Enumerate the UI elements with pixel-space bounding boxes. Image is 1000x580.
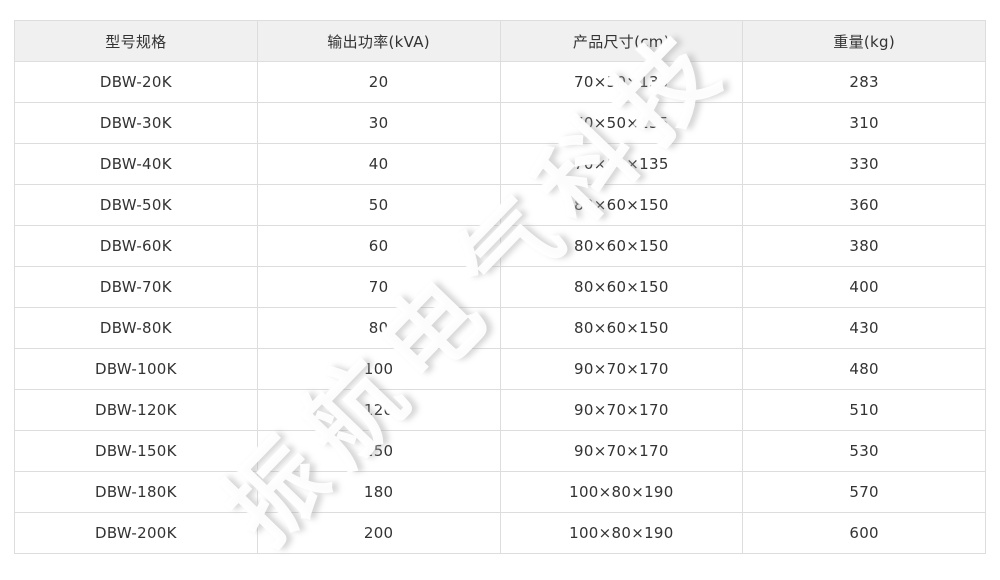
table-cell: 310 [742,102,986,144]
table-cell: 600 [742,512,986,554]
table-cell: DBW-180K [14,471,258,513]
table-cell: 80×60×150 [499,225,744,267]
table-cell: DBW-70K [14,266,258,308]
col-header-power: 输出功率(kVA) [256,20,501,62]
table-cell: 200 [256,512,501,554]
table-cell: DBW-120K [14,389,258,431]
col-header-weight: 重量(kg) [742,20,986,62]
table-cell: 283 [742,61,986,103]
table-cell: 80×60×150 [499,307,744,349]
table-cell: DBW-80K [14,307,258,349]
header-row: 型号规格 输出功率(kVA) 产品尺寸(cm) 重量(kg) [14,20,986,62]
table-cell: 150 [256,430,501,472]
table-cell: 430 [742,307,986,349]
table-row: DBW-180K 180 100×80×190 570 [14,471,986,513]
table-cell: DBW-100K [14,348,258,390]
table-cell: 100×80×190 [499,512,744,554]
table-cell: DBW-30K [14,102,258,144]
spec-table: 型号规格 输出功率(kVA) 产品尺寸(cm) 重量(kg) DBW-20K 20… [14,20,986,554]
table-cell: DBW-200K [14,512,258,554]
table-cell: 70×50×135 [499,143,744,185]
table-row: DBW-60K 60 80×60×150 380 [14,225,986,267]
table-cell: 90×70×170 [499,430,744,472]
table-cell: 70 [256,266,501,308]
table-cell: 80×60×150 [499,184,744,226]
table-row: DBW-20K 20 70×50×135 283 [14,61,986,103]
table-cell: 80 [256,307,501,349]
table-cell: 90×70×170 [499,348,744,390]
table-cell: 400 [742,266,986,308]
table-cell: 180 [256,471,501,513]
table-row: DBW-120K 120 90×70×170 510 [14,389,986,431]
table-row: DBW-100K 100 90×70×170 480 [14,348,986,390]
table-cell: 80×60×150 [499,266,744,308]
table-cell: DBW-150K [14,430,258,472]
table-cell: 60 [256,225,501,267]
table-cell: DBW-40K [14,143,258,185]
table-row: DBW-80K 80 80×60×150 430 [14,307,986,349]
table-head: 型号规格 输出功率(kVA) 产品尺寸(cm) 重量(kg) [14,20,986,62]
table-cell: 120 [256,389,501,431]
col-header-dimensions: 产品尺寸(cm) [499,20,744,62]
table-cell: DBW-20K [14,61,258,103]
table-row: DBW-50K 50 80×60×150 360 [14,184,986,226]
col-header-model: 型号规格 [14,20,258,62]
table-cell: 90×70×170 [499,389,744,431]
table-cell: 100×80×190 [499,471,744,513]
table-cell: 70×50×135 [499,61,744,103]
table-cell: 530 [742,430,986,472]
table-cell: 70×50×135 [499,102,744,144]
table-body: DBW-20K 20 70×50×135 283 DBW-30K 30 70×50×135 3… [14,61,986,554]
table-row: DBW-40K 40 70×50×135 330 [14,143,986,185]
table-cell: 330 [742,143,986,185]
table-row: DBW-70K 70 80×60×150 400 [14,266,986,308]
table-cell: 570 [742,471,986,513]
table-cell: 380 [742,225,986,267]
table-cell: DBW-60K [14,225,258,267]
table-row: DBW-150K 150 90×70×170 530 [14,430,986,472]
table-cell: 50 [256,184,501,226]
table-cell: 40 [256,143,501,185]
table-cell: 360 [742,184,986,226]
table-cell: DBW-50K [14,184,258,226]
table-cell: 100 [256,348,501,390]
table-cell: 510 [742,389,986,431]
table-cell: 20 [256,61,501,103]
table-row: DBW-30K 30 70×50×135 310 [14,102,986,144]
table-row: DBW-200K 200 100×80×190 600 [14,512,986,554]
table-cell: 30 [256,102,501,144]
table-cell: 480 [742,348,986,390]
